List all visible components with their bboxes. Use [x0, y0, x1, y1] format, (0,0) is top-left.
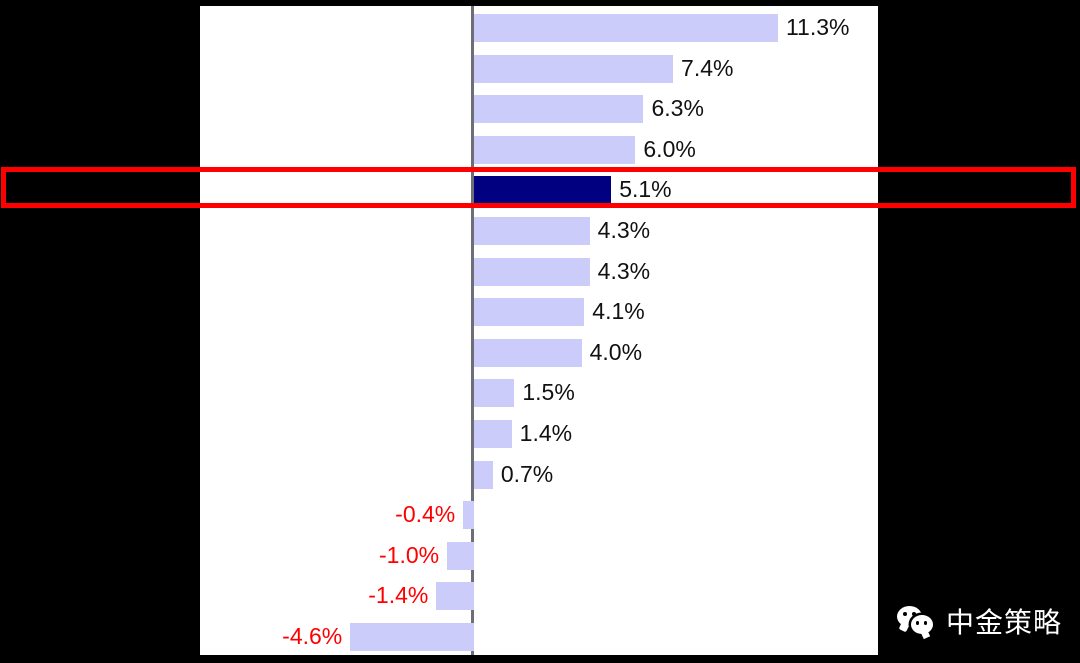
bar	[474, 257, 590, 286]
bar-value-label: 4.3%	[597, 217, 651, 243]
bar-value-label: -1.0%	[379, 541, 440, 568]
bar-value-label: 6.0%	[643, 135, 696, 162]
bar-value-label: -0.4%	[395, 501, 456, 528]
bar-value-label: 4.1%	[592, 298, 645, 325]
bar-value-label: 6.3%	[651, 95, 704, 122]
zero-axis-line	[471, 6, 474, 655]
bar-value-label: -4.6%	[282, 623, 343, 649]
bar	[474, 379, 515, 408]
bar	[474, 217, 590, 245]
bar-value-label: 4.0%	[589, 338, 643, 365]
bar-value-label: 0.7%	[500, 460, 554, 487]
bar-value-label: 1.4%	[519, 420, 573, 446]
bar	[474, 338, 582, 367]
bar	[463, 501, 474, 530]
bar-row: -4.6%	[200, 617, 878, 658]
bar	[474, 420, 512, 448]
bar	[474, 298, 585, 327]
bar-highlighted	[474, 176, 612, 205]
bar-row: 5.1%	[200, 170, 878, 211]
bar-row: 11.3%	[200, 8, 878, 49]
bar	[474, 460, 493, 489]
bar-row: 4.0%	[200, 333, 878, 374]
bar-row: 4.1%	[200, 292, 878, 333]
bar-row: 7.4%	[200, 49, 878, 90]
bar-row: 1.4%	[200, 414, 878, 455]
bar-row: 4.3%	[200, 252, 878, 293]
bar-row: 4.3%	[200, 211, 878, 252]
bar-row: 0.7%	[200, 455, 878, 496]
bar	[447, 541, 474, 570]
bar-row: -0.4%	[200, 495, 878, 536]
bar-row: -1.0%	[200, 536, 878, 577]
bar-row: 1.5%	[200, 373, 878, 414]
bar-row: 6.0%	[200, 130, 878, 171]
bar	[436, 582, 474, 611]
plot-area: 11.3% 7.4% 6.3% 6.0% 5.1% 4.3% 4.3% 4.1% 4.0% 1.5…	[200, 6, 878, 655]
bar-row: 6.3%	[200, 89, 878, 130]
bar	[350, 623, 474, 651]
watermark: 中金策略	[896, 601, 1062, 641]
bar	[474, 95, 644, 124]
watermark-label: 中金策略	[945, 606, 1062, 639]
bar-value-label: 4.3%	[597, 257, 651, 284]
bar-value-label: 1.5%	[522, 379, 575, 406]
bar-value-label: -1.4%	[368, 582, 429, 609]
bar	[474, 135, 636, 164]
bar-value-label: 11.3%	[785, 14, 850, 40]
bar-value-label: 7.4%	[681, 54, 734, 81]
bar	[474, 14, 778, 42]
wechat-icon	[896, 606, 937, 636]
bar-value-label: 5.1%	[619, 176, 672, 203]
bar	[474, 54, 674, 83]
bar-row: -1.4%	[200, 576, 878, 617]
